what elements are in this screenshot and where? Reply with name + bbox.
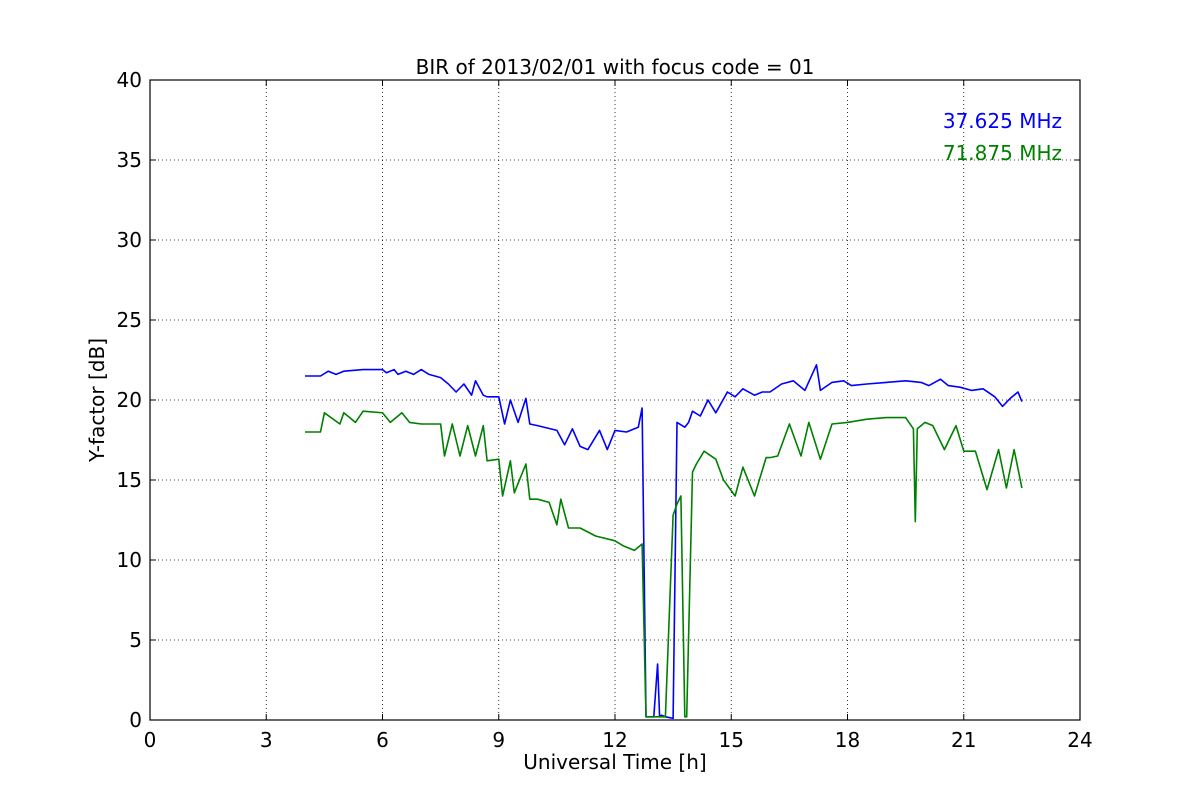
x-axis-label: Universal Time [h] [523,750,706,774]
y-tick-label: 5 [129,628,142,652]
x-tick-label: 21 [951,728,976,752]
y-tick-label: 20 [117,388,142,412]
series-line-71-875-mhz [305,410,1023,718]
x-tick-label: 24 [1067,728,1092,752]
x-tick-label: 9 [492,728,505,752]
ticks: 0 3 6 9 12 15 18 21 24 0 5 10 15 20 25 30 35 40 [117,68,1093,752]
x-tick-label: 6 [376,728,389,752]
chart-title: BIR of 2013/02/01 with focus code = 01 [416,55,815,79]
legend-entry-37-625-mhz: 37.625 MHz [943,109,1062,133]
x-tick-label: 0 [144,728,157,752]
x-tick-label: 3 [260,728,273,752]
y-tick-label: 10 [117,548,142,572]
legend-entry-71-875-mhz: 71.875 MHz [943,141,1062,165]
x-tick-label: 18 [835,728,860,752]
y-tick-label: 40 [117,68,142,92]
x-tick-label: 15 [719,728,744,752]
y-tick-label: 35 [117,148,142,172]
y-tick-label: 30 [117,228,142,252]
y-axis-label: Y-factor [dB] [85,338,109,463]
y-tick-label: 25 [117,308,142,332]
y-tick-label: 0 [129,708,142,732]
x-tick-label: 12 [602,728,627,752]
y-tick-label: 15 [117,468,142,492]
legend: 37.625 MHz 71.875 MHz [943,109,1062,165]
series-layer [305,363,1023,720]
